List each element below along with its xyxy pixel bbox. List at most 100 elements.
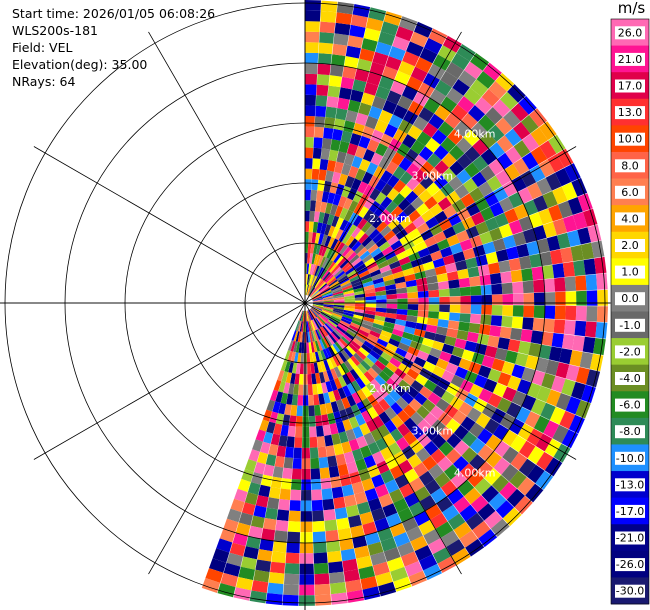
velocity-cell <box>315 317 323 328</box>
colorbar-label-bg <box>615 372 645 385</box>
velocity-cell <box>416 405 430 419</box>
velocity-cell <box>335 183 345 196</box>
velocity-cell <box>371 363 383 375</box>
azimuth-spoke <box>33 302 306 460</box>
velocity-cell <box>357 266 369 275</box>
velocity-cell <box>419 47 438 64</box>
velocity-cell <box>308 231 313 243</box>
range-ring-label: 3.00km <box>412 170 454 183</box>
velocity-cell <box>446 328 459 339</box>
velocity-cell <box>469 383 484 398</box>
velocity-cell <box>333 304 345 308</box>
velocity-cell <box>287 531 300 543</box>
velocity-cell <box>285 552 300 564</box>
velocity-cell <box>410 196 424 210</box>
velocity-cell <box>367 243 379 254</box>
velocity-cell <box>286 542 300 554</box>
velocity-cell <box>371 217 384 229</box>
velocity-cell <box>337 323 348 332</box>
velocity-cell <box>568 414 585 434</box>
velocity-cell <box>336 399 345 412</box>
velocity-cell <box>302 437 310 448</box>
velocity-cell <box>320 312 330 320</box>
velocity-cell <box>436 326 448 336</box>
velocity-cell <box>290 340 296 352</box>
velocity-cell <box>485 451 502 468</box>
range-ring-label: 4.00km <box>454 127 496 140</box>
velocity-cell <box>333 329 343 338</box>
velocity-cell <box>319 314 328 323</box>
velocity-cell <box>547 154 565 173</box>
velocity-cell <box>360 576 378 590</box>
velocity-cell <box>557 200 573 219</box>
velocity-cell <box>445 448 462 464</box>
velocity-cell <box>423 98 441 114</box>
velocity-cell <box>273 423 283 436</box>
velocity-cell <box>484 418 500 435</box>
velocity-cell <box>442 254 456 266</box>
velocity-cell <box>447 513 466 530</box>
velocity-cell <box>363 432 376 446</box>
velocity-cell <box>529 164 546 183</box>
velocity-cell <box>366 17 384 32</box>
velocity-cell <box>496 152 513 170</box>
velocity-cell <box>314 126 324 138</box>
velocity-cell <box>308 221 314 233</box>
velocity-cell <box>507 375 522 391</box>
velocity-cell <box>353 366 364 378</box>
velocity-cell <box>505 350 518 364</box>
velocity-cell <box>531 266 544 281</box>
velocity-cell <box>323 306 334 310</box>
velocity-cell <box>409 340 422 351</box>
velocity-cell <box>303 374 308 385</box>
velocity-cell <box>303 384 308 396</box>
velocity-cell <box>510 435 527 453</box>
velocity-cell <box>400 337 412 347</box>
velocity-cell <box>311 307 320 316</box>
velocity-cell <box>431 129 448 145</box>
velocity-cell <box>260 441 271 454</box>
velocity-cell <box>522 317 534 331</box>
velocity-cell <box>453 496 471 514</box>
velocity-cell <box>437 280 450 290</box>
velocity-cell <box>499 197 514 213</box>
velocity-cell <box>438 288 450 297</box>
velocity-cell <box>333 377 343 390</box>
velocity-cell <box>334 161 344 174</box>
velocity-cell <box>336 272 347 281</box>
velocity-cell <box>415 277 428 286</box>
velocity-cell <box>495 249 509 262</box>
velocity-cell <box>385 56 402 71</box>
velocity-cell <box>299 563 314 575</box>
velocity-cell <box>396 292 408 299</box>
velocity-cell <box>312 304 324 308</box>
velocity-cell <box>248 525 263 539</box>
velocity-cell <box>461 447 478 464</box>
velocity-cell <box>259 419 269 432</box>
velocity-cell <box>312 296 323 301</box>
velocity-cell <box>343 264 354 273</box>
velocity-cell <box>504 163 521 181</box>
velocity-cell <box>552 186 568 205</box>
velocity-cell <box>226 552 243 567</box>
velocity-cell <box>358 565 375 580</box>
velocity-cell <box>424 37 443 55</box>
velocity-cell <box>311 478 322 490</box>
velocity-cell <box>333 308 344 312</box>
velocity-cell <box>290 489 301 501</box>
velocity-cell <box>393 384 407 397</box>
start-time-text: Start time: 2026/01/05 06:08:26 <box>12 6 216 21</box>
velocity-cell <box>332 343 341 354</box>
velocity-cell <box>571 381 586 400</box>
velocity-cell <box>382 366 395 378</box>
velocity-cell <box>487 335 500 348</box>
velocity-cell <box>449 304 461 313</box>
velocity-cell <box>423 440 439 456</box>
velocity-cell <box>263 464 275 477</box>
velocity-cell <box>351 178 362 191</box>
velocity-cell <box>312 306 323 311</box>
velocity-cell <box>389 357 402 368</box>
azimuth-spoke <box>304 146 577 304</box>
velocity-cell <box>352 284 364 290</box>
velocity-cell <box>351 226 362 239</box>
